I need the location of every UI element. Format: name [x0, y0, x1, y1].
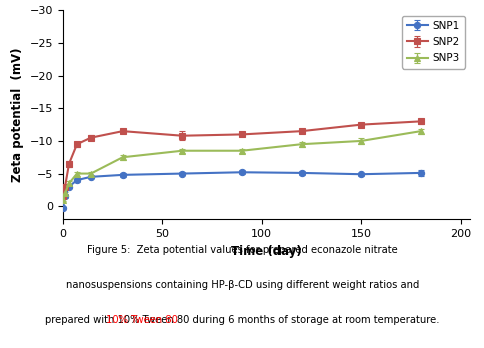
Legend: SNP1, SNP2, SNP3: SNP1, SNP2, SNP3	[401, 16, 464, 69]
Text: prepared with 10% Tween 80 during 6 months of storage at room temperature.: prepared with 10% Tween 80 during 6 mont…	[45, 315, 439, 325]
X-axis label: Time (day): Time (day)	[231, 245, 302, 258]
Y-axis label: Zeta potential  (mV): Zeta potential (mV)	[11, 48, 24, 182]
Text: Figure 5:  Zeta potential values for prepared econazole nitrate: Figure 5: Zeta potential values for prep…	[87, 245, 397, 255]
Text: nanosuspensions containing HP-β-CD using different weight ratios and: nanosuspensions containing HP-β-CD using…	[66, 280, 418, 290]
Text: 10% Tween 80: 10% Tween 80	[106, 315, 178, 325]
